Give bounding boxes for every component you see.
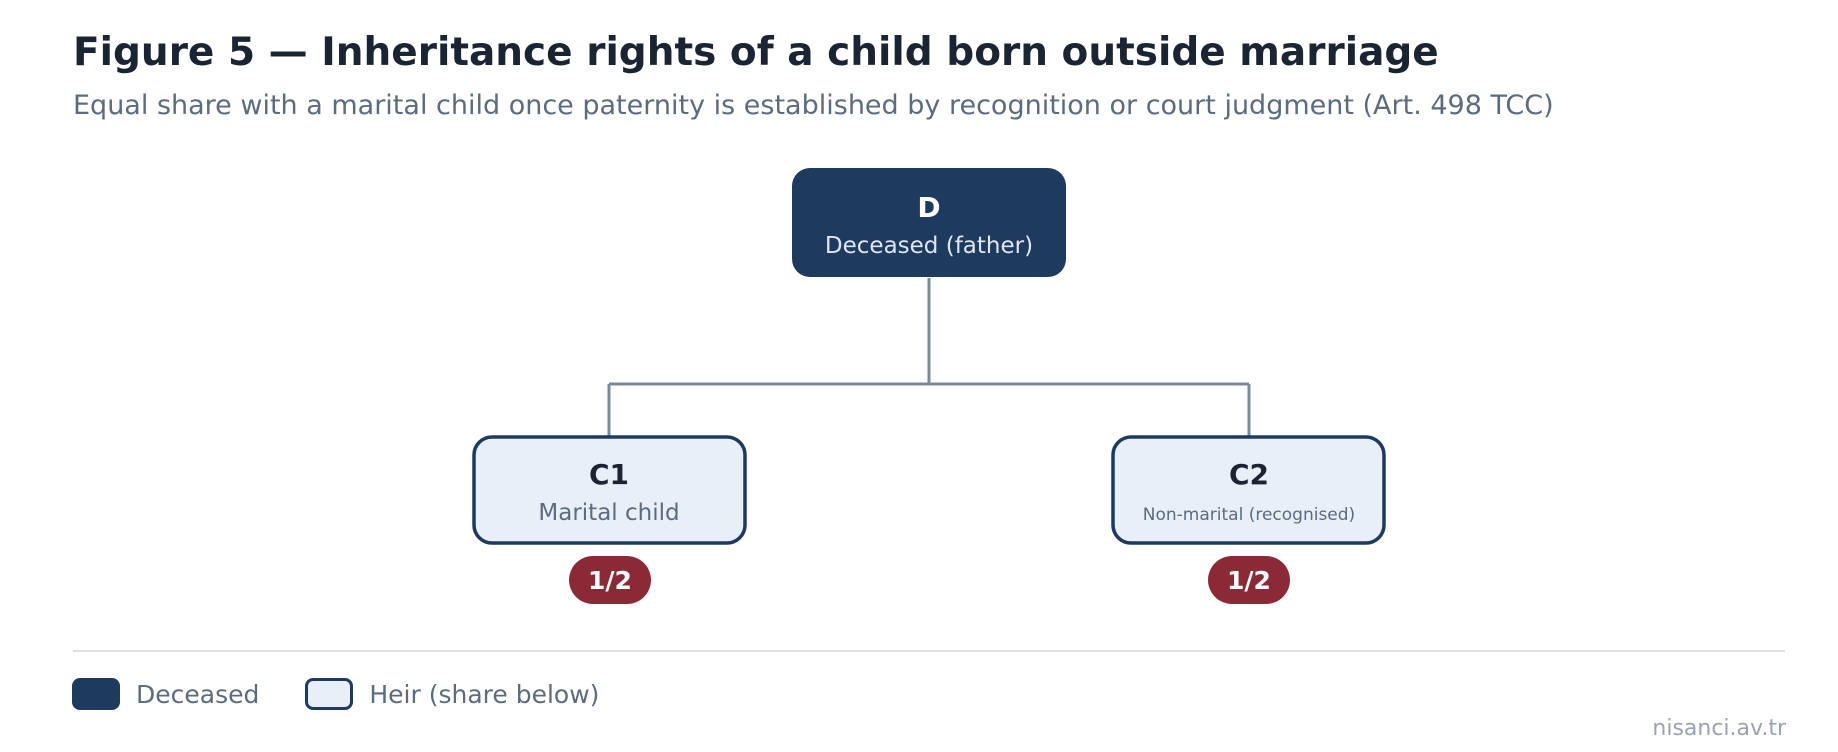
legend: Deceased Heir (share below) — [72, 678, 645, 710]
node-deceased-box — [792, 168, 1066, 277]
figure-subtitle: Equal share with a marital child once pa… — [73, 90, 1554, 121]
footer-divider — [73, 650, 1785, 652]
tree-connectors — [607, 278, 1251, 437]
share-badge-c2-value: 1/2 — [1227, 566, 1271, 595]
node-c2-label: Non-marital (recognised) — [1143, 505, 1355, 525]
node-deceased-code: D — [917, 191, 940, 224]
node-c1: C1 Marital child 1/2 — [472, 435, 747, 604]
node-c2-box — [1111, 435, 1386, 545]
legend-item-heir: Heir (share below) — [305, 678, 599, 710]
node-deceased: D Deceased (father) — [792, 168, 1066, 277]
share-badge-c1-value: 1/2 — [588, 566, 632, 595]
figure-title: Figure 5 — Inheritance rights of a child… — [73, 30, 1439, 75]
legend-item-deceased: Deceased — [72, 678, 259, 710]
site-watermark: nisanci.av.tr — [1652, 716, 1786, 741]
node-deceased-label: Deceased (father) — [825, 233, 1033, 259]
legend-label-heir: Heir (share below) — [369, 679, 600, 709]
share-badge-c1 — [569, 556, 651, 604]
legend-swatch-heir — [305, 678, 354, 710]
family-tree-diagram: D Deceased (father) C1 Marital child 1/2… — [472, 168, 1386, 604]
legend-swatch-deceased — [72, 678, 120, 710]
node-c1-code: C1 — [589, 458, 629, 491]
legend-label-deceased: Deceased — [136, 679, 260, 709]
node-c1-box — [472, 435, 747, 545]
share-badge-c2 — [1208, 556, 1290, 604]
node-c2-code: C2 — [1229, 458, 1269, 491]
node-c2: C2 Non-marital (recognised) 1/2 — [1111, 435, 1386, 604]
node-c1-label: Marital child — [538, 500, 679, 526]
